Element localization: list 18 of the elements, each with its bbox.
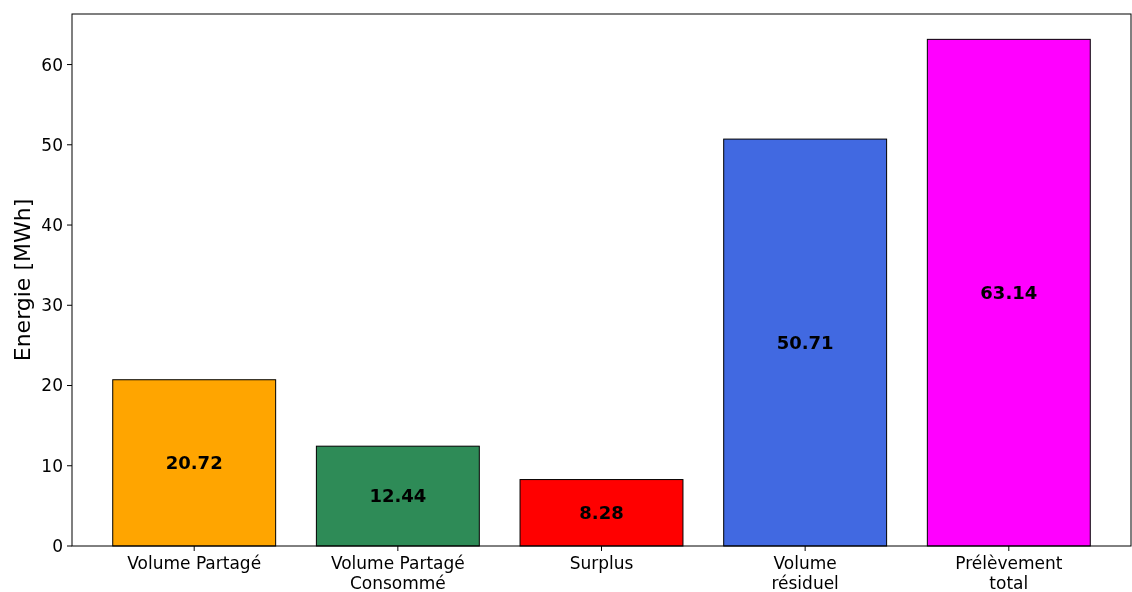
x-tick-label: Prélèvement total bbox=[955, 553, 1063, 592]
x-tick-label: Volume Partagé bbox=[127, 553, 262, 573]
x-tick-label: Volume Partagé Consommé bbox=[330, 553, 465, 592]
y-tick-label: 30 bbox=[41, 295, 63, 316]
data-label: 50.71 bbox=[776, 331, 834, 353]
data-label: 12.44 bbox=[369, 485, 427, 507]
y-tick-label: 0 bbox=[52, 535, 63, 556]
y-tick-label: 10 bbox=[41, 455, 63, 476]
y-tick-label: 50 bbox=[41, 134, 63, 155]
y-axis-title: Energie [MWh] bbox=[10, 198, 35, 362]
data-label: 63.14 bbox=[980, 281, 1038, 303]
y-tick-label: 60 bbox=[41, 54, 63, 75]
y-tick-label: 40 bbox=[41, 214, 63, 235]
x-tick-label: Surplus bbox=[569, 553, 634, 573]
x-tick-label: Volume résiduel bbox=[771, 553, 839, 592]
y-tick-label: 20 bbox=[41, 375, 63, 396]
data-label: 20.72 bbox=[165, 452, 223, 474]
data-label: 8.28 bbox=[579, 502, 624, 524]
